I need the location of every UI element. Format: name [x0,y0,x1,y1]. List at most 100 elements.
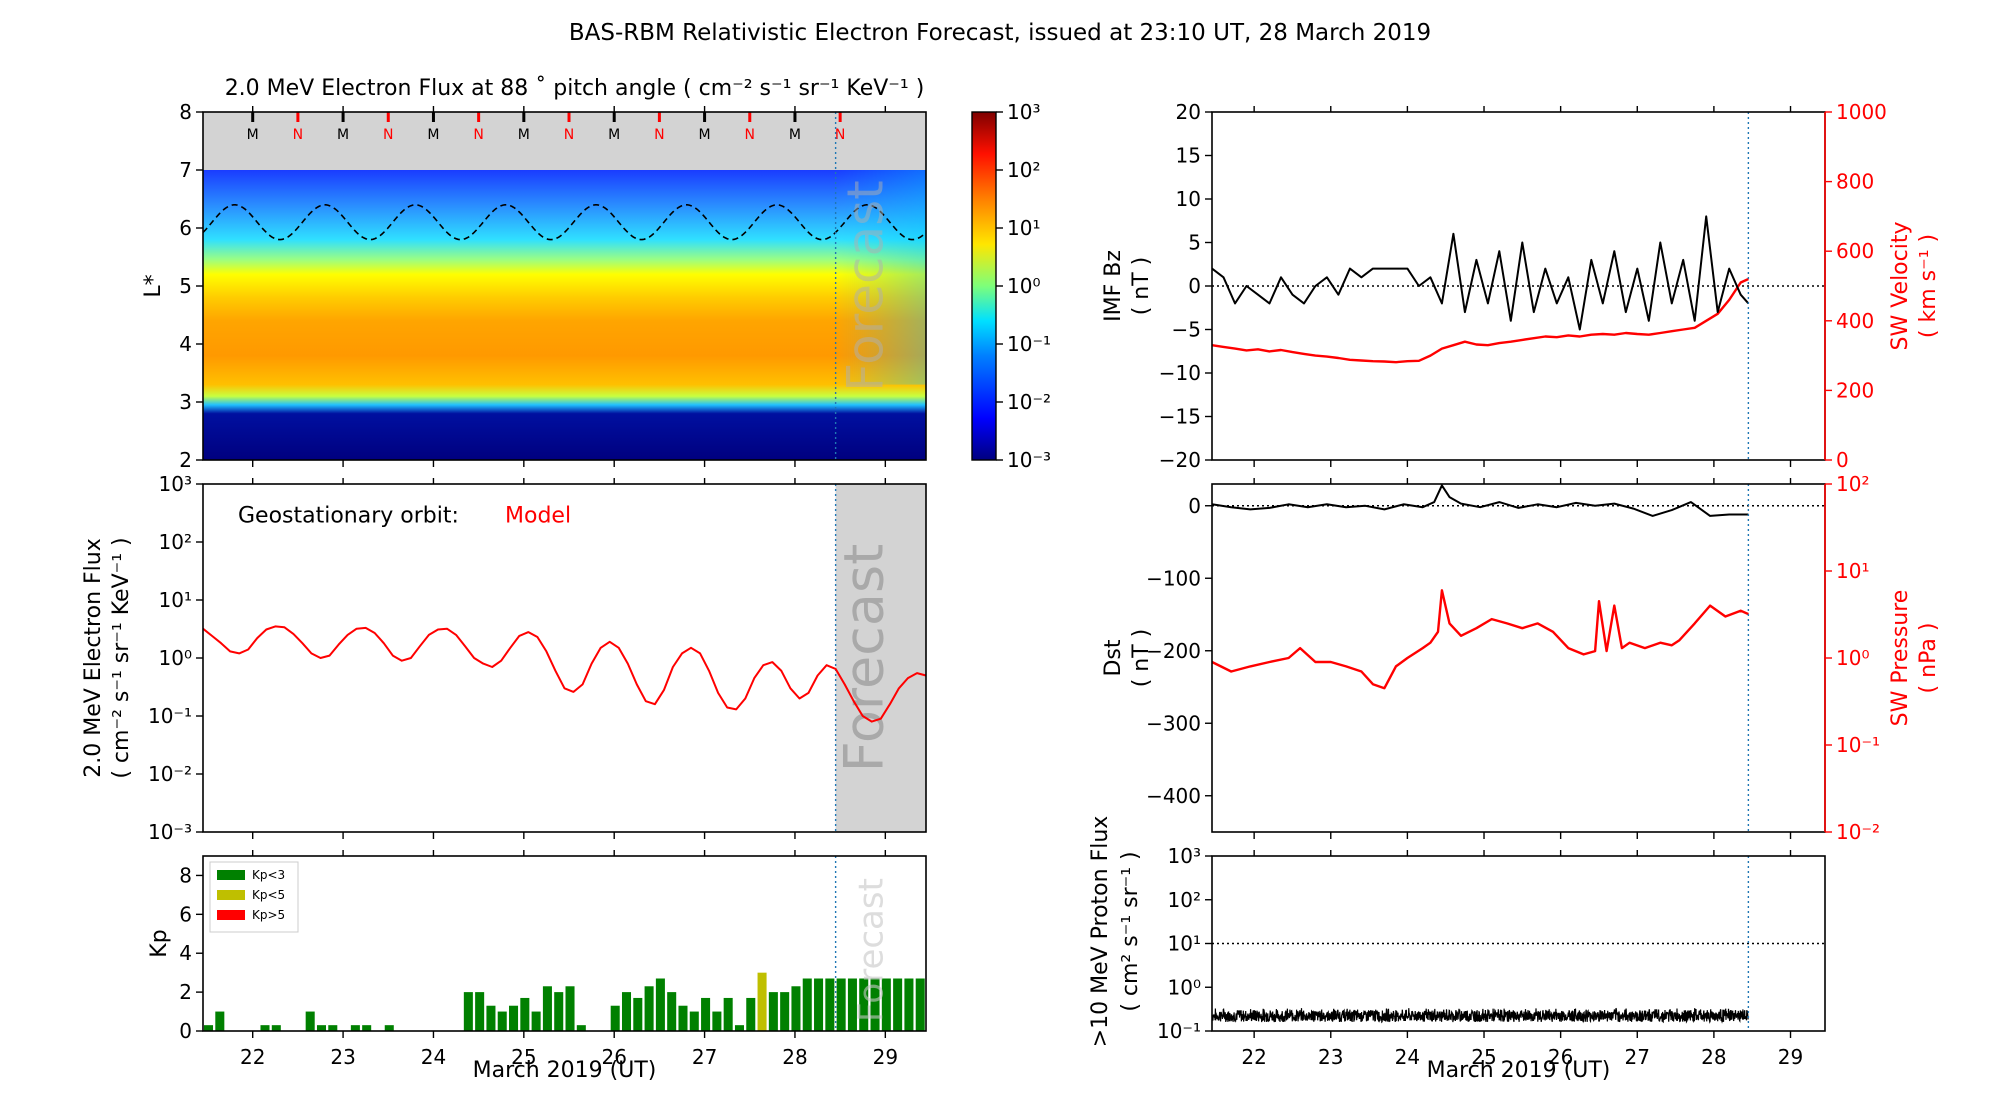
imf-y-tick-label: 0 [1188,274,1201,298]
imf-bz-line [1211,215,1750,331]
kp-bar [870,978,880,1031]
geo-forecast-label: Forecast [833,544,896,773]
magnetopause-dashed-line [202,204,927,241]
kp-bar [904,978,914,1031]
imf-y-tick-label: 5 [1188,231,1201,255]
kp-bar [520,997,530,1031]
kp-bar [260,1025,270,1031]
flux-map-forecast-label: Forecast [837,180,895,392]
kp-bar [836,978,846,1031]
imf-y-label-2: ( nT ) [1129,257,1154,316]
kp-bar [328,1025,338,1031]
sw-velocity-y-label-1: SW Velocity [1888,221,1913,350]
geo-flux-y-tick-label: 10⁻² [148,762,192,786]
dst-line [1211,484,1749,517]
dst-frame [1211,483,1826,833]
x-tick-label: 29 [1778,1045,1803,1069]
x-axis-label-right: March 2019 (UT) [1427,1058,1611,1083]
kp-bar [497,1011,507,1031]
page-title: BAS-RBM Relativistic Electron Forecast, … [569,20,1431,46]
orbit-marker-label: M [427,127,439,143]
sw-pressure-y-tick-label: 10² [1836,472,1869,496]
geo-flux-y-tick-label: 10⁻¹ [148,704,192,728]
sw-velocity-y-tick-label: 600 [1836,239,1874,263]
dst-y-tick-label: −300 [1146,711,1201,735]
dst-y-tick-label: −100 [1146,566,1201,590]
kp-bar [802,978,812,1031]
x-tick-label: 26 [1548,1045,1573,1069]
imf-y-tick-label: −15 [1159,405,1201,429]
kp-y-tick-label: 0 [179,1019,192,1043]
kp-bar [881,978,891,1031]
proton-flux-line [1211,1007,1749,1024]
imf-y-tick-label: 20 [1176,100,1201,124]
geo-annotation: Geostationary orbit: [238,504,459,529]
kp-bar [859,978,869,1031]
dst-y-tick-label: −200 [1146,639,1201,663]
colorbar-tick-label: 10⁰ [1007,274,1040,298]
flux-map-y-tick-label: 6 [179,216,192,240]
imf-y-label-1: IMF Bz [1101,250,1126,322]
kp-bar [689,1011,699,1031]
x-tick-label: 24 [421,1045,446,1069]
sw-pressure-y-label-2: ( nPa ) [1916,623,1941,694]
x-tick-label: 28 [1701,1045,1726,1069]
flux-map-y-tick-label: 2 [179,448,192,472]
x-tick-label: 28 [782,1045,807,1069]
kp-bar [621,992,632,1031]
orbit-marker-label: M [789,127,801,143]
geo-flux-y-tick-label: 10¹ [159,588,192,612]
geo-flux-y-tick-label: 10³ [159,472,192,496]
kp-bar [384,1025,394,1031]
kp-bar [757,972,767,1031]
orbit-marker-label: N [654,127,664,143]
imf-y-tick-label: −20 [1159,448,1201,472]
orbit-marker-label: M [699,127,711,143]
kp-bar [847,978,857,1031]
orbit-marker-label: N [383,127,393,143]
kp-legend-label: Kp<3 [252,868,285,882]
orbit-marker-label: N [293,127,303,143]
sw-velocity-y-tick-label: 200 [1836,378,1874,402]
geo-flux-y-label-1: 2.0 MeV Electron Flux [81,538,106,778]
geo-flux-y-tick-label: 10⁻³ [148,820,192,844]
kp-bar [542,986,552,1031]
dst-y-tick-label: 0 [1188,494,1201,518]
flux-map-y-tick-label: 4 [179,332,192,356]
kp-legend-swatch [217,890,245,900]
x-tick-label: 23 [1318,1045,1343,1069]
kp-bar [678,1005,688,1031]
orbit-marker-label: N [835,127,845,143]
sw-velocity-line [1211,277,1749,364]
flux-map-title: 2.0 MeV Electron Flux at 88 ˚ pitch angl… [225,76,925,101]
kp-frame [202,855,927,1032]
imf-y-tick-label: 15 [1176,144,1201,168]
kp-bar [712,1011,722,1031]
dst-y-tick-label: −400 [1146,784,1201,808]
kp-bar [915,978,925,1031]
kp-legend-swatch [217,870,245,880]
kp-bar [576,1025,586,1031]
kp-bar [316,1025,327,1031]
orbit-marker-label: N [745,127,755,143]
kp-bar [305,1011,315,1031]
sw-pressure-y-tick-label: 10¹ [1836,559,1869,583]
sw-pressure-y-tick-label: 10⁰ [1836,646,1869,670]
kp-bar [814,978,824,1031]
proton-y-tick-label: 10¹ [1168,932,1201,956]
imf-y-tick-label: 10 [1176,187,1201,211]
kp-bar [610,1005,620,1031]
colorbar-tick-label: 10⁻² [1007,390,1051,414]
proton-y-label-1: >10 MeV Proton Flux [1088,816,1113,1048]
sw-pressure-y-tick-label: 10⁻¹ [1836,733,1880,757]
kp-bar [644,986,654,1031]
colorbar-tick-label: 10³ [1007,100,1040,124]
geo-forecast-shade [835,484,926,832]
geo-flux-frame [202,483,927,833]
x-tick-label: 25 [1471,1045,1496,1069]
kp-bar [509,1005,519,1031]
x-tick-label: 26 [601,1045,626,1069]
orbit-marker-label: N [473,127,483,143]
colorbar-tick-label: 10⁻¹ [1007,332,1051,356]
